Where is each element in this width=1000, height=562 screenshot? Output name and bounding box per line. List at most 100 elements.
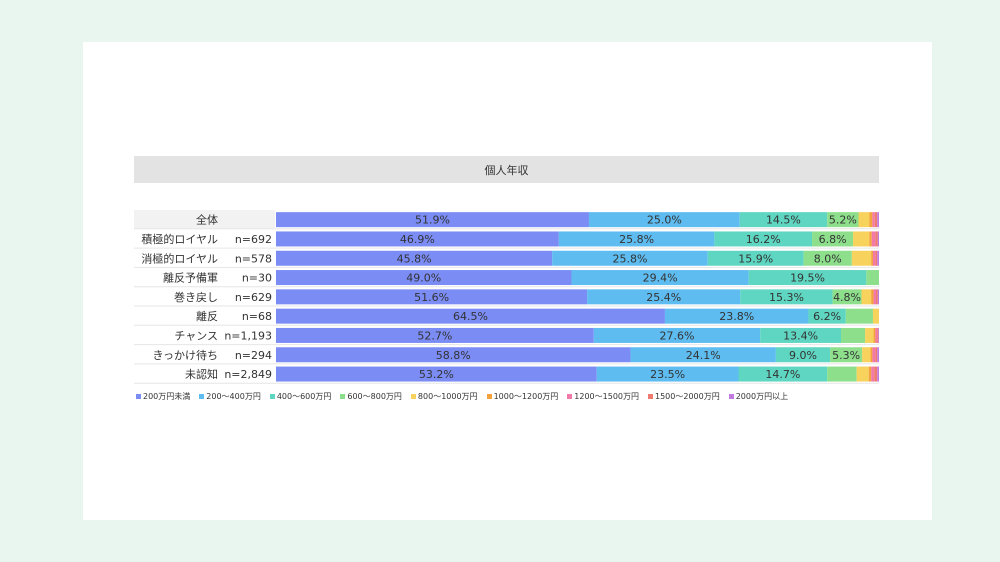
legend-item: 1000～1200万円: [486, 391, 559, 402]
bar-segment: [276, 289, 588, 305]
bar-segment: [872, 250, 876, 266]
data-label: 15.9%: [738, 252, 773, 265]
data-label: 25.8%: [612, 252, 647, 265]
legend-swatch: [269, 393, 275, 399]
data-label: 6.2%: [813, 310, 841, 323]
bar-segment: [808, 308, 846, 324]
legend-swatch: [728, 393, 734, 399]
data-label: 58.8%: [436, 349, 471, 362]
bar-segment: [587, 289, 741, 305]
data-label: 6.8%: [819, 233, 847, 246]
legend-label: 200～400万円: [206, 391, 261, 401]
bar-segment: [571, 270, 749, 286]
data-label: 14.7%: [765, 368, 800, 381]
bar-segment: [739, 212, 828, 228]
bar-segment: [873, 327, 876, 343]
bar-segment: [869, 231, 872, 247]
legend-label: 400～600万円: [276, 391, 332, 401]
bar-segment: [870, 347, 873, 363]
bar-segment: [748, 270, 867, 286]
sample-size-label: n=294: [235, 349, 272, 362]
data-label: 25.0%: [647, 214, 682, 227]
bar-segment: [875, 250, 878, 266]
bar-segment: [593, 327, 761, 343]
legend-item: 400～600万円: [269, 391, 332, 402]
sample-size-label: n=578: [235, 252, 272, 265]
data-label: 29.4%: [643, 272, 678, 285]
bar-segment: [276, 366, 597, 382]
bar-segment: [875, 347, 878, 363]
data-label: 4.8%: [833, 291, 861, 304]
data-label: 8.0%: [814, 252, 842, 265]
bar-segment: [862, 347, 871, 363]
legend-label: 1000～1200万円: [493, 391, 559, 401]
bar-segment: [276, 212, 589, 228]
legend-swatch: [136, 393, 141, 399]
bar-segment: [588, 212, 740, 228]
bar-segment: [552, 250, 708, 266]
chart-title: 個人年収: [484, 163, 529, 177]
sample-size-label: n=2,849: [224, 368, 272, 381]
legend-item: 1500～2000万円: [648, 391, 720, 402]
bar-segment: [877, 327, 879, 343]
data-label: 51.9%: [415, 214, 450, 227]
bar-segment: [868, 366, 872, 382]
data-label: 9.0%: [789, 349, 817, 362]
bar-segment: [830, 347, 863, 363]
bar-segment: [875, 327, 878, 343]
sample-size-label: n=692: [235, 233, 272, 246]
data-label: 25.4%: [646, 291, 681, 304]
bar-segment: [871, 289, 874, 305]
bar-segment: [845, 308, 873, 324]
bar-segment: [760, 327, 842, 343]
bar-segment: [276, 347, 631, 363]
data-label: 13.4%: [783, 329, 818, 342]
bar-segment: [851, 250, 872, 266]
bar-segment: [866, 270, 879, 286]
bar-segment: [276, 327, 594, 343]
bar-segment: [874, 212, 878, 228]
legend-label: 600～800万円: [347, 391, 402, 401]
legend-item: 2000万円以上: [728, 391, 789, 402]
legend-item: 1200～1500万円: [567, 391, 639, 402]
category-label: きっかけ待ち: [152, 348, 218, 362]
legend-swatch: [199, 393, 205, 399]
bar-segment: [714, 231, 813, 247]
bar-segment: [630, 347, 776, 363]
bar-segment: [877, 212, 879, 228]
legend-item: 200～400万円: [199, 391, 261, 402]
data-label: 15.3%: [769, 291, 804, 304]
category-label: 離反予備軍: [163, 271, 218, 285]
data-label: 23.8%: [719, 310, 754, 323]
bar-segment: [877, 347, 879, 363]
legend-swatch: [486, 393, 492, 399]
bar-segment: [878, 327, 879, 343]
data-label: 52.7%: [417, 329, 452, 342]
bar-segment: [803, 250, 852, 266]
total-row-label-bg: [134, 210, 275, 229]
data-label: 16.2%: [746, 233, 781, 246]
bar-segment: [664, 308, 809, 324]
bar-segment: [858, 212, 870, 228]
data-label: 49.0%: [406, 272, 441, 285]
bar-segment: [827, 212, 859, 228]
legend-swatch: [340, 393, 346, 399]
legend-label: 1500～2000万円: [655, 391, 720, 401]
bar-segment: [872, 308, 879, 324]
data-label: 46.9%: [400, 233, 435, 246]
data-label: 25.8%: [619, 233, 654, 246]
chart-title-bar: 個人年収: [134, 156, 879, 183]
bar-segment: [856, 366, 869, 382]
legend-item: 800～1000万円: [410, 391, 478, 402]
bar-segment: [707, 250, 804, 266]
bar-segment: [812, 231, 854, 247]
sample-size-label: n=68: [242, 310, 272, 323]
category-label: 未認知: [185, 367, 218, 381]
category-label: 巻き戻し: [174, 291, 218, 304]
bar-segment: [276, 250, 553, 266]
category-label: 離反: [196, 309, 218, 323]
data-label: 27.6%: [660, 329, 695, 342]
legend-label: 2000万円以上: [735, 391, 789, 401]
bar-segment: [871, 231, 876, 247]
